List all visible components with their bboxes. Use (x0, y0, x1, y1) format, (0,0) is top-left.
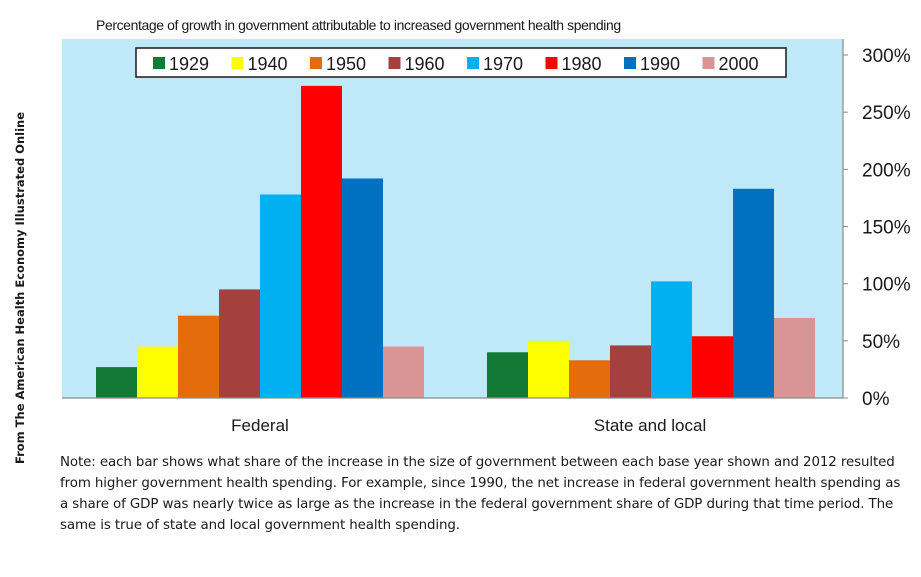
bar-state-and-local-2000 (774, 317, 815, 398)
bar-federal-1940 (137, 346, 178, 398)
bar-state-and-local-1970 (651, 281, 692, 398)
legend-swatch-1990 (624, 57, 636, 69)
bar-federal-1990 (342, 178, 383, 398)
legend-label-1960: 1960 (405, 54, 445, 74)
y-tick-label: 150% (862, 218, 911, 239)
y-tick-label: 0% (862, 389, 890, 410)
legend-label-1980: 1980 (562, 54, 602, 74)
y-tick-label: 250% (862, 103, 911, 124)
bar-chart: Percentage of growth in government attri… (62, 17, 911, 435)
y-tick-label: 50% (862, 332, 900, 353)
bar-federal-1980 (301, 85, 342, 399)
legend-swatch-1929 (153, 57, 165, 69)
legend: 1929 1940 1950 1960 1970 1980 1990 2000 (135, 47, 787, 78)
legend-box (135, 47, 787, 78)
bar-federal-1950 (178, 315, 219, 398)
legend-swatch-1960 (388, 57, 401, 69)
legend-swatch-1950 (310, 57, 322, 69)
bar-state-and-local-1950 (569, 360, 610, 398)
legend-label-1940: 1940 (248, 54, 288, 74)
chart-note: Note: each bar shows what share of the i… (60, 455, 901, 533)
legend-label-1950: 1950 (326, 54, 366, 74)
bar-state-and-local-1960 (610, 345, 651, 398)
bar-federal-1929 (96, 367, 137, 398)
legend-label-1990: 1990 (640, 54, 680, 74)
bar-state-and-local-1929 (487, 352, 528, 398)
legend-swatch-1940 (231, 57, 244, 69)
bar-federal-2000 (383, 346, 424, 398)
x-axis-categories: Federal State and local (231, 416, 706, 435)
y-tick-label: 100% (862, 275, 911, 296)
bar-federal-1960 (219, 289, 260, 398)
bar-state-and-local-1940 (528, 340, 569, 398)
category-label: State and local (594, 416, 706, 435)
legend-label-2000: 2000 (719, 54, 759, 74)
y-axis: 0% 50% 100% 150% 200% 250% 300% (62, 39, 911, 410)
y-tick-label: 200% (862, 160, 911, 181)
bar-state-and-local-1990 (733, 188, 774, 398)
legend-label-1970: 1970 (483, 54, 523, 74)
bars-layer (96, 85, 815, 399)
bar-state-and-local-1980 (692, 336, 733, 398)
legend-swatch-2000 (702, 57, 715, 69)
legend-items: 1929 1940 1950 1960 1970 1980 1990 2000 (153, 54, 759, 74)
y-tick-label: 300% (862, 46, 911, 67)
bar-federal-1970 (260, 194, 301, 398)
chart-title: Percentage of growth in government attri… (96, 17, 621, 33)
legend-label-1929: 1929 (169, 54, 209, 74)
category-label: Federal (231, 416, 289, 435)
legend-swatch-1980 (545, 57, 558, 69)
legend-swatch-1970 (467, 57, 479, 69)
